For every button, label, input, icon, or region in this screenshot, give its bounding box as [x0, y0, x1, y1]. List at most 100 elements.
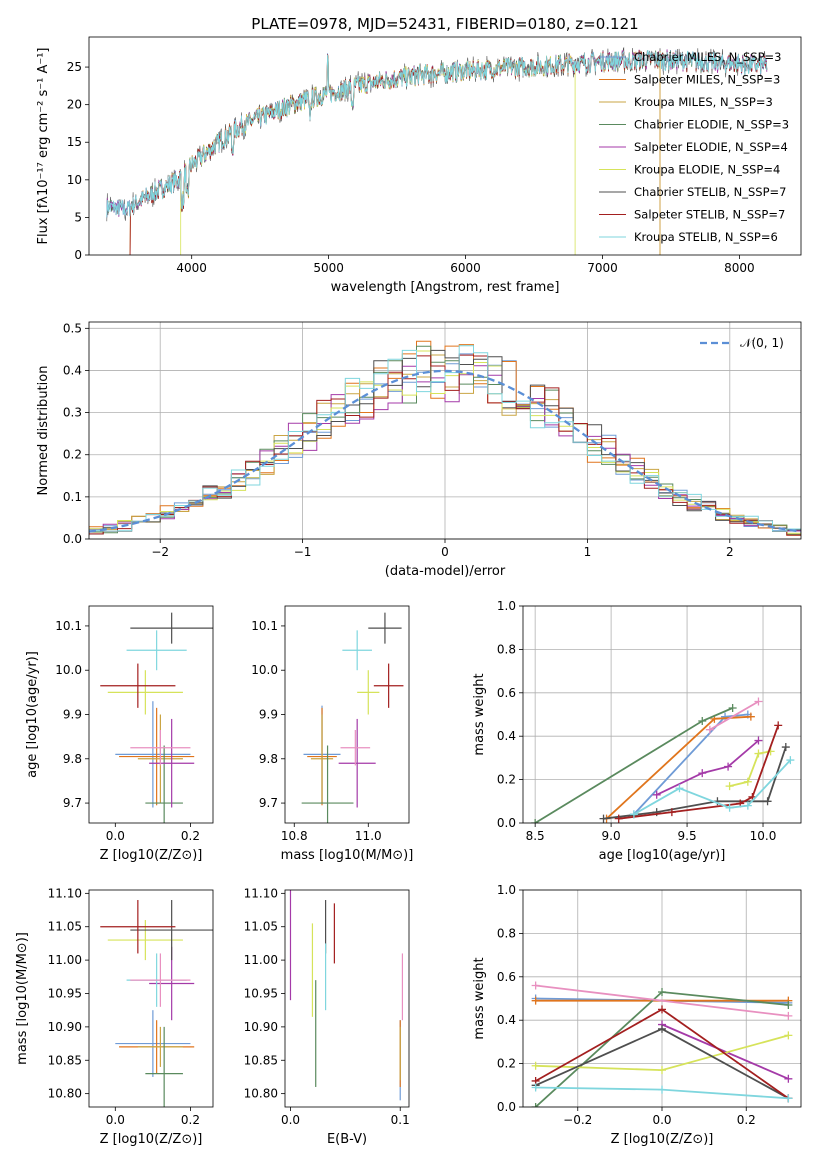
y-tick-label: 10.95	[48, 986, 82, 1000]
y-tick-label: 25	[67, 60, 82, 74]
y-tick-label: 10.95	[244, 986, 278, 1000]
y-tick-label: 11.05	[244, 920, 278, 934]
series-marker-9	[784, 1011, 793, 1020]
axes-frame	[522, 605, 802, 824]
errorbars	[100, 612, 213, 823]
histogram-8	[89, 345, 801, 532]
panel-mass-weight-vs-Z: −0.2 0.0 0.2 0.0 0.2 0.4 0.6 0.8 1.0 Z [log10(Z/Z…	[472, 883, 802, 1147]
series-marker-4	[698, 769, 707, 778]
errorbar-0	[115, 1010, 191, 1077]
panel-spectrum: 4000 5000 6000 7000 8000 0 5 10 15 20 25 wavelength…	[36, 36, 802, 295]
y-tick-label: 10.90	[48, 1020, 82, 1034]
figure-title: PLATE=0978, MJD=52431, FIBERID=0180, z=0…	[251, 15, 638, 33]
series-marker-5	[725, 782, 734, 791]
x-tick-label: 10.0	[750, 829, 777, 843]
y-tick-label: 10.1	[55, 619, 82, 633]
series-marker-5	[658, 1066, 666, 1075]
series-marker-0	[721, 712, 730, 721]
y-tick-label: 0.3	[63, 406, 82, 420]
x-tick-label: 8000	[724, 261, 755, 275]
x-tick-label: 0.0	[652, 1113, 671, 1127]
y-tick-label: 15	[67, 135, 82, 149]
legend-label-normal: 𝒩(0, 1)	[740, 336, 784, 350]
x-axis-label: mass [log10(M/M⊙)]	[281, 848, 414, 863]
y-tick-label: 0.0	[63, 532, 82, 546]
series-marker-8	[725, 803, 734, 812]
series-marker-6	[599, 814, 608, 823]
errorbar-8	[126, 630, 187, 671]
y-tick-label: 0.0	[497, 1100, 516, 1114]
series-marker-8	[743, 801, 752, 810]
y-tick-label: 1.0	[497, 599, 516, 613]
x-tick-label: 0	[441, 545, 449, 559]
y-tick-label: 0.4	[497, 1013, 516, 1027]
x-tick-label: 0.2	[181, 829, 200, 843]
legend-label-7: Salpeter STELIB, N_SSP=7	[634, 208, 785, 222]
y-axis-label: Normed distribution	[36, 366, 51, 496]
series-marker-3	[728, 703, 737, 712]
y-tick-label: 10.85	[48, 1053, 82, 1067]
errorbar-9	[130, 730, 191, 766]
y-tick-label: 11.00	[244, 953, 278, 967]
errorbar-6	[130, 612, 213, 644]
y-tick-label: 11.00	[48, 953, 82, 967]
legend-label-5: Kroupa ELODIE, N_SSP=4	[634, 163, 780, 177]
normal-curve	[89, 369, 801, 533]
x-tick-label: 6000	[450, 261, 481, 275]
x-tick-label: 0.2	[181, 1113, 200, 1127]
mass-weight-lines	[531, 697, 795, 823]
x-tick-label: 7000	[587, 261, 618, 275]
errorbar-9	[340, 730, 371, 766]
series-marker-8	[658, 1085, 666, 1094]
x-axis-label: age [log10(age/yr)]	[599, 848, 726, 863]
x-tick-label: 8.5	[526, 829, 545, 843]
x-tick-label: 0.0	[106, 1113, 125, 1127]
axes-frame	[88, 889, 214, 1108]
y-tick-label: 0.2	[497, 1057, 516, 1071]
series-marker-5	[754, 749, 763, 758]
y-tick-label: 10.80	[244, 1087, 278, 1101]
legend-label-8: Kroupa STELIB, N_SSP=6	[634, 230, 778, 244]
series-marker-8	[629, 810, 638, 819]
y-tick-label: 0.0	[497, 816, 516, 830]
spectrum-lines	[106, 46, 768, 255]
y-tick-label: 9.7	[63, 796, 82, 810]
series-marker-1	[746, 712, 755, 721]
x-tick-label: 11.0	[355, 829, 382, 843]
x-tick-label: 4000	[176, 261, 207, 275]
histograms	[89, 340, 801, 536]
y-tick-label: 1.0	[497, 883, 516, 897]
legend-label-6: Chabrier STELIB, N_SSP=7	[634, 185, 786, 199]
x-axis-label: Z [log10(Z/Z⊙)]	[100, 1132, 203, 1147]
series-line-9	[709, 700, 759, 731]
series-line-9	[535, 984, 789, 1017]
y-tick-label: 0.2	[497, 773, 516, 787]
x-axis-label: wavelength [Angstrom, rest frame]	[331, 280, 560, 295]
y-tick-label: 10.85	[244, 1053, 278, 1067]
errorbar-5	[107, 670, 183, 715]
x-axis-label: Z [log10(Z/Z⊙)]	[100, 848, 203, 863]
errorbar-8	[342, 630, 372, 671]
series-marker-3	[531, 819, 540, 823]
series-marker-1	[531, 996, 540, 1005]
y-tick-label: 10	[67, 173, 82, 187]
panel-mass-vs-EBV: 0.0 0.1 10.80 10.85 10.90 10.95 11.00 11.05 11.1…	[244, 886, 410, 1147]
series-marker-7	[774, 721, 783, 730]
series-marker-9	[754, 697, 763, 706]
x-tick-label: 0.2	[737, 1113, 756, 1127]
y-tick-label: 9.8	[63, 752, 82, 766]
y-tick-label: 0	[74, 248, 82, 262]
x-tick-label: −0.2	[563, 1113, 592, 1127]
y-axis-label: mass [log10(M/M⊙)]	[15, 932, 30, 1065]
x-tick-label: 5000	[313, 261, 344, 275]
y-tick-label: 10.80	[48, 1087, 82, 1101]
errorbar-4	[338, 718, 376, 808]
x-tick-label: −2	[151, 545, 169, 559]
y-tick-label: 0.4	[497, 729, 516, 743]
series-marker-3	[658, 987, 666, 996]
errorbar-3	[145, 745, 183, 823]
series-marker-7	[667, 808, 676, 817]
y-axis-label: age [log10(age/yr)]	[25, 651, 40, 778]
x-tick-label: 0.1	[391, 1113, 410, 1127]
series-marker-6	[658, 1024, 666, 1033]
